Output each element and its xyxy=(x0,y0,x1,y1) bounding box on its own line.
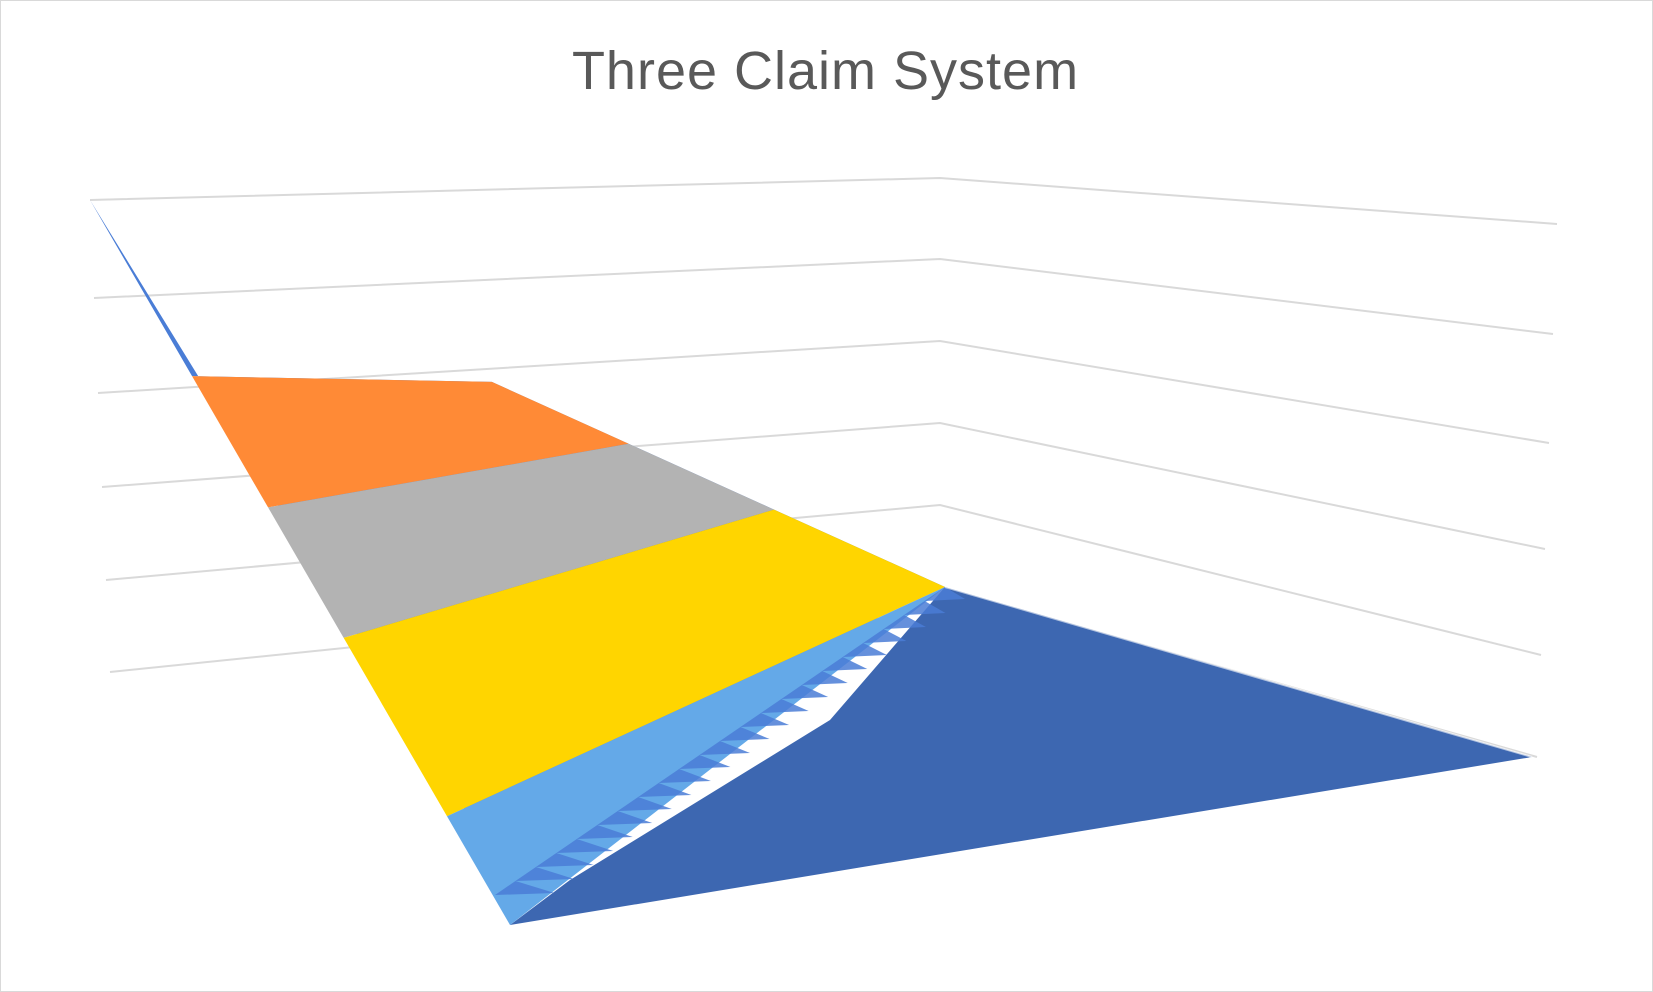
sawtooth-step-6 xyxy=(597,811,653,825)
sawtooth-step-19 xyxy=(863,629,907,643)
sawtooth-step-1 xyxy=(495,881,555,895)
sawtooth-step-9 xyxy=(658,769,711,783)
gridline-1 xyxy=(89,176,1558,225)
sawtooth-step-13 xyxy=(740,713,790,727)
sawtooth-step-22 xyxy=(924,587,965,601)
sawtooth-step-8 xyxy=(638,783,692,797)
sawtooth-step-5 xyxy=(576,825,633,839)
sawtooth-step-11 xyxy=(699,741,750,755)
surface-bands xyxy=(90,200,945,925)
surface-band-2 xyxy=(192,376,629,508)
surface-edges xyxy=(944,586,1533,758)
sawtooth-step-16 xyxy=(801,671,848,685)
sawtooth-step-14 xyxy=(760,699,809,713)
surface-band-4 xyxy=(343,509,945,817)
sawtooth-step-10 xyxy=(679,755,731,769)
sawtooth-step-4 xyxy=(556,839,614,853)
sawtooth-step-12 xyxy=(720,727,770,741)
sawtooth-step-15 xyxy=(781,685,829,699)
floor-shadow xyxy=(510,587,1532,925)
surface-floor-shadow xyxy=(510,587,1532,925)
surface-sawtooth-edge xyxy=(495,587,965,895)
sawtooth-step-7 xyxy=(617,797,672,811)
sawtooth-step-17 xyxy=(822,657,868,671)
sawtooth-step-21 xyxy=(904,601,946,615)
chart-title: Three Claim System xyxy=(571,41,1080,101)
gridline-3 xyxy=(97,339,1550,444)
sawtooth-step-20 xyxy=(883,615,926,629)
sawtooth-step-3 xyxy=(535,853,594,867)
surface-band-3 xyxy=(268,443,774,638)
gridline-2 xyxy=(93,257,1554,335)
ridge-edge xyxy=(944,586,1533,758)
sawtooth-step-18 xyxy=(842,643,887,657)
sawtooth-step-2 xyxy=(515,867,575,881)
surface-band-5 xyxy=(447,587,945,925)
